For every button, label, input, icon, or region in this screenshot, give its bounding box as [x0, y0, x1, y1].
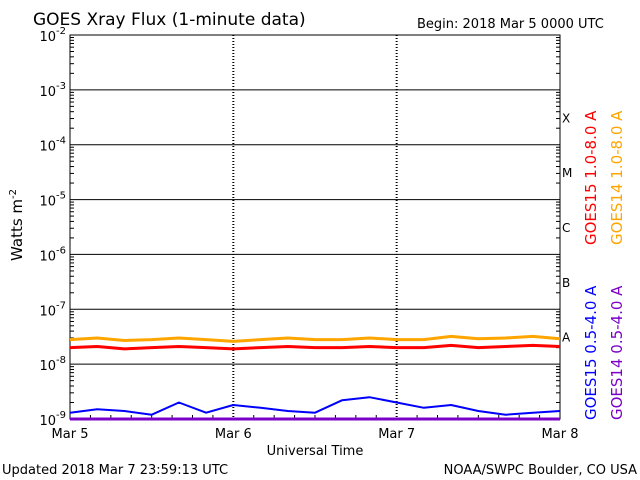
- chart-title: GOES Xray Flux (1-minute data): [33, 10, 306, 30]
- y-tick-label: 10-3: [39, 81, 66, 100]
- series-line-goes14-1-0-8-0-a: [69, 334, 561, 343]
- data-series: [69, 334, 561, 421]
- y-axis-ticks: 10-9 10-8 10-7 10-6 10-5 10-4 10-3 10-2: [39, 26, 560, 429]
- y-tick-label: 10-7: [39, 300, 66, 319]
- y-tick-label: 10-2: [39, 26, 66, 45]
- flare-class-a: A: [562, 331, 571, 345]
- legend-goes15-short: GOES15 0.5-4.0 A: [582, 285, 600, 420]
- y-axis-title: Watts m-2: [8, 189, 26, 261]
- x-tick-label: Mar 5: [52, 427, 89, 442]
- y-tick-label: 10-5: [39, 191, 66, 210]
- plot-frame: [69, 34, 561, 420]
- day-dividers: [232, 35, 398, 419]
- y-tick-label: 10-8: [39, 355, 66, 374]
- flare-class-c: C: [562, 221, 570, 235]
- x-tick-label: Mar 8: [542, 427, 579, 442]
- legend-goes14-long: GOES14 1.0-8.0 A: [608, 110, 626, 245]
- flare-class-b: B: [562, 276, 570, 290]
- legend-goes15-long: GOES15 1.0-8.0 A: [582, 110, 600, 245]
- y-tick-label: 10-6: [39, 245, 66, 264]
- begin-label: Begin: 2018 Mar 5 0000 UTC: [417, 17, 604, 32]
- series-line-goes15-0-5-4-0-a: [69, 396, 561, 416]
- flare-class-x: X: [562, 111, 570, 125]
- x-tick-label: Mar 7: [378, 427, 415, 442]
- series-line-goes15-1-0-8-0-a: [69, 343, 561, 351]
- credit-label: NOAA/SWPC Boulder, CO USA: [444, 463, 637, 478]
- x-axis-title: Universal Time: [267, 444, 364, 459]
- updated-label: Updated 2018 Mar 7 23:59:13 UTC: [2, 463, 228, 478]
- flare-class-labels: A B C M X: [562, 111, 572, 344]
- y-tick-label: 10-4: [39, 136, 66, 155]
- x-tick-label: Mar 6: [215, 427, 252, 442]
- y-tick-label: 10-9: [39, 410, 66, 429]
- legend-goes14-short: GOES14 0.5-4.0 A: [608, 285, 626, 420]
- flare-class-m: M: [562, 166, 572, 180]
- gridlines: [70, 89, 560, 365]
